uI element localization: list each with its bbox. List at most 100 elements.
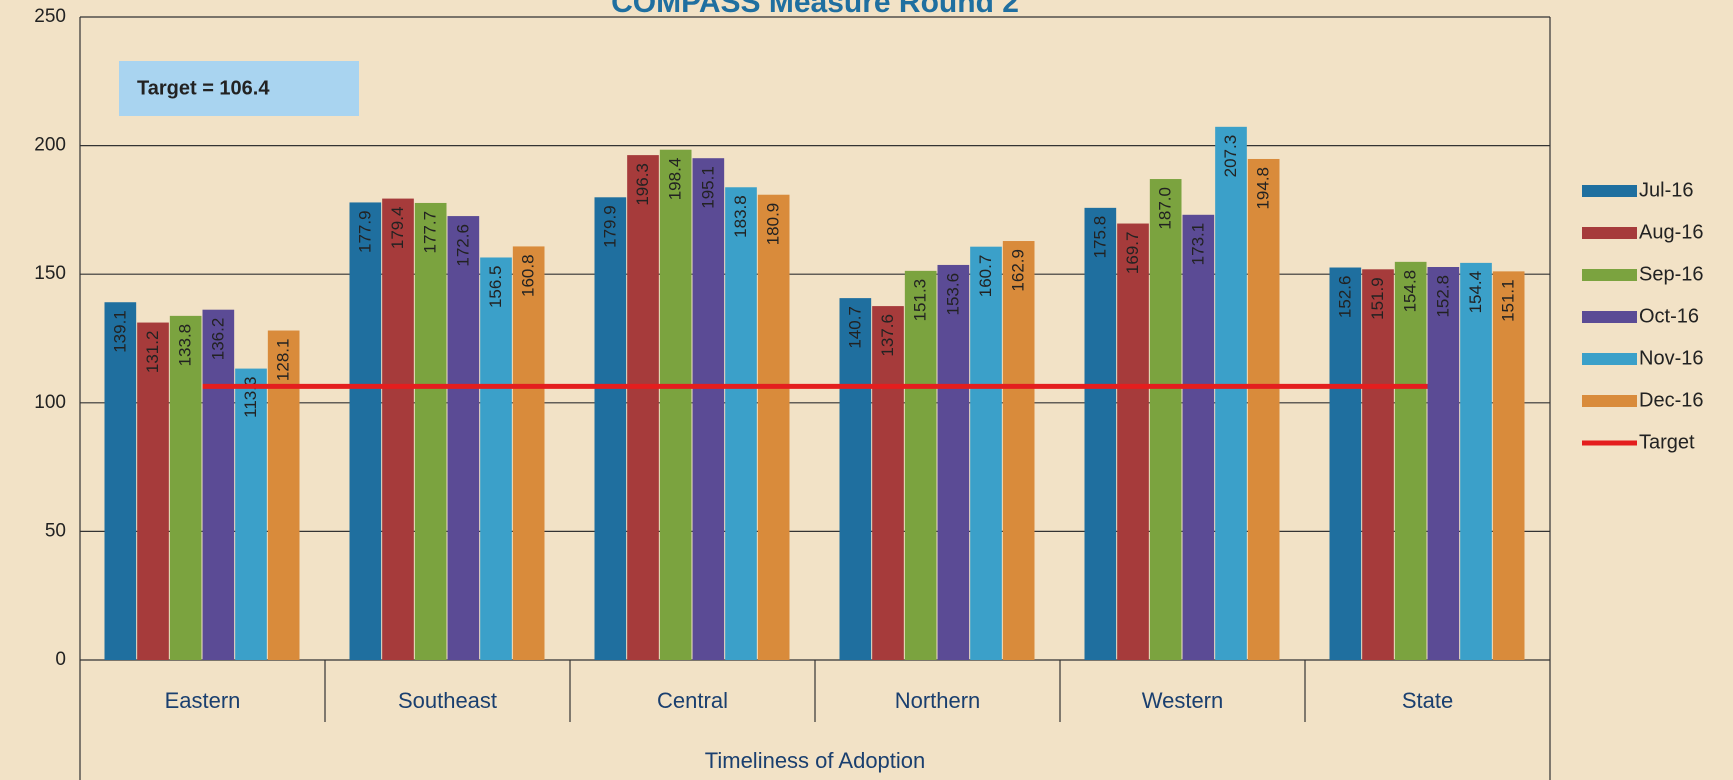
bar (447, 216, 480, 660)
x-tick-label: State (1402, 688, 1453, 713)
bar (904, 270, 937, 660)
annotation: Target = 106.4 (137, 77, 270, 99)
y-tick-label: 250 (34, 6, 66, 27)
x-axis-title: Timeliness of Adoption (705, 748, 926, 773)
legend-label: Nov-16 (1639, 347, 1703, 369)
y-tick-label: 200 (34, 135, 66, 156)
data-label: 175.8 (1090, 216, 1109, 259)
bar (970, 246, 1002, 660)
bar (1149, 179, 1182, 660)
bar (169, 315, 202, 660)
data-label: 133.8 (176, 324, 195, 367)
bar (202, 309, 235, 660)
data-label: 137.6 (878, 314, 897, 357)
data-label: 151.1 (1499, 279, 1518, 322)
bar (480, 257, 512, 660)
legend-swatch (1582, 227, 1637, 239)
bar (692, 158, 725, 660)
x-tick-label: Central (657, 688, 728, 713)
data-label: 173.1 (1188, 223, 1207, 266)
bar (839, 298, 872, 660)
bar (512, 246, 545, 660)
bar (382, 198, 414, 661)
data-label: 194.8 (1254, 167, 1273, 210)
bar (757, 194, 790, 660)
data-label: 151.3 (911, 279, 930, 322)
data-label: 207.3 (1221, 135, 1240, 178)
bar (104, 302, 137, 660)
legend-label: Sep-16 (1639, 263, 1704, 285)
bar (1362, 269, 1394, 660)
bar (1492, 271, 1525, 660)
bar (1117, 223, 1149, 660)
y-tick-label: 100 (34, 392, 66, 413)
bar (235, 368, 267, 660)
legend-label: Oct-16 (1639, 305, 1699, 327)
data-label: 196.3 (633, 163, 652, 206)
bar (349, 202, 382, 660)
x-tick-label: Eastern (165, 688, 241, 713)
x-tick-label: Western (1142, 688, 1224, 713)
bar (937, 264, 970, 660)
data-label: 153.6 (943, 273, 962, 316)
bar (1329, 267, 1362, 660)
data-label: 179.9 (600, 205, 619, 248)
x-tick-label: Northern (895, 688, 981, 713)
data-label: 154.8 (1401, 270, 1420, 313)
bar (137, 322, 169, 660)
legend-swatch (1582, 353, 1637, 365)
data-label: 179.4 (388, 207, 407, 250)
bar (1182, 214, 1215, 660)
data-label: 177.7 (421, 211, 440, 254)
data-label: 151.9 (1368, 277, 1387, 320)
legend-label: Aug-16 (1639, 221, 1704, 243)
data-label: 131.2 (143, 331, 162, 374)
bar (872, 306, 904, 660)
legend-swatch (1582, 185, 1637, 197)
legend-swatch (1582, 311, 1637, 323)
legend-label: Target (1639, 431, 1695, 453)
data-label: 136.2 (208, 318, 227, 361)
annotation-box (119, 61, 359, 116)
bar (627, 155, 659, 660)
data-label: 187.0 (1156, 187, 1175, 230)
data-label: 180.9 (764, 203, 783, 246)
legend-swatch (1582, 395, 1637, 407)
bar (414, 202, 447, 660)
chart-title: COMPASS Measure Round 2 (611, 0, 1019, 19)
data-label: 198.4 (666, 158, 685, 201)
bar (725, 187, 757, 660)
data-label: 162.9 (1009, 249, 1028, 292)
x-tick-label: Southeast (398, 688, 497, 713)
data-label: 172.6 (453, 224, 472, 267)
data-label: 177.9 (355, 210, 374, 253)
bar (1002, 241, 1035, 661)
data-label: 152.8 (1433, 275, 1452, 318)
data-label: 152.6 (1335, 276, 1354, 319)
legend-swatch (1582, 269, 1637, 281)
bar (1084, 207, 1117, 660)
data-label: 195.1 (698, 166, 717, 209)
data-label: 140.7 (845, 306, 864, 349)
legend-label: Jul-16 (1639, 179, 1693, 201)
data-label: 156.5 (486, 265, 505, 308)
data-label: 139.1 (110, 310, 129, 353)
data-label: 169.7 (1123, 232, 1142, 275)
bar (1460, 262, 1492, 660)
legend-label: Dec-16 (1639, 389, 1703, 411)
bar (1247, 158, 1280, 660)
bar (659, 149, 692, 660)
bar (1215, 126, 1247, 660)
bar (1427, 266, 1460, 660)
y-tick-label: 0 (55, 649, 66, 670)
data-label: 160.7 (976, 255, 995, 298)
bar (1394, 261, 1427, 660)
bar (594, 197, 627, 661)
data-label: 183.8 (731, 195, 750, 238)
data-label: 113.3 (241, 377, 260, 418)
data-label: 154.4 (1466, 271, 1485, 314)
data-label: 160.8 (519, 254, 538, 297)
data-label: 128.1 (274, 339, 293, 382)
y-tick-label: 150 (34, 263, 66, 284)
